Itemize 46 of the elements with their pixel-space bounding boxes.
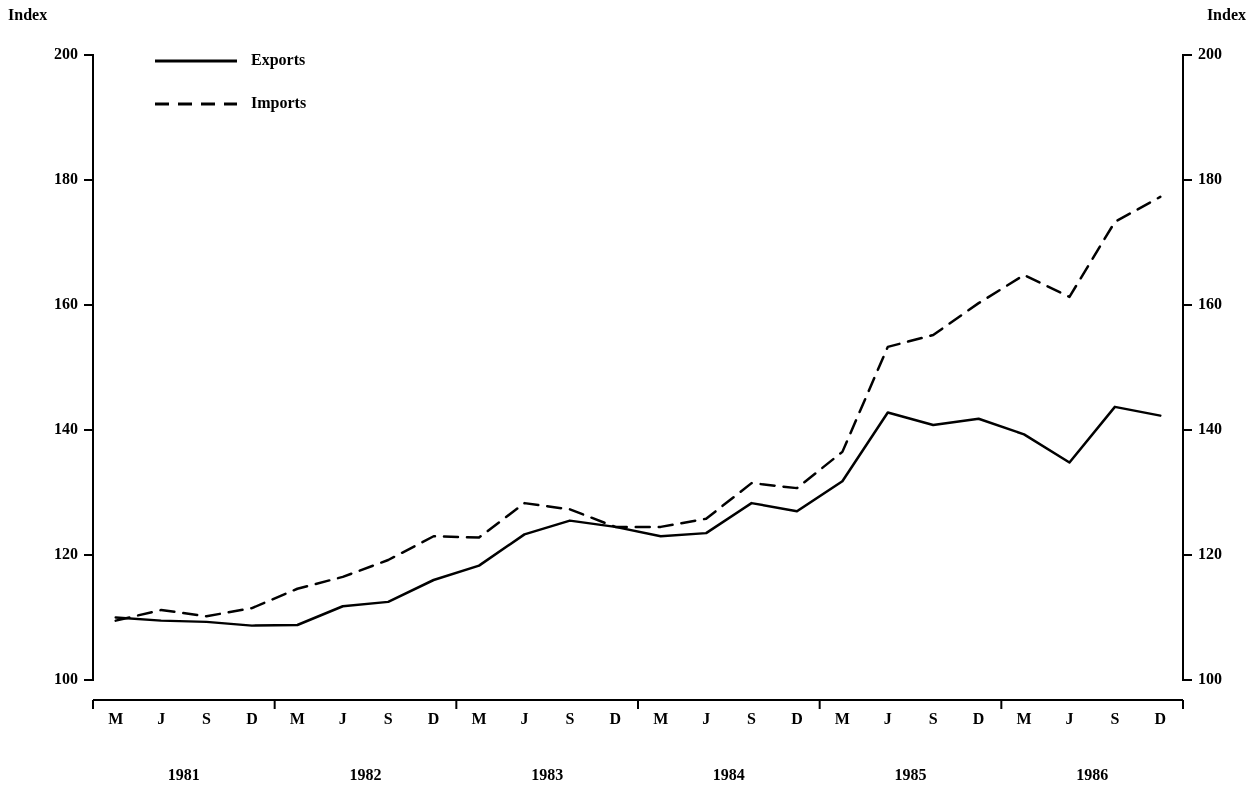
- y2-tick-label: 160: [1198, 295, 1222, 313]
- x-tick-label: D: [791, 709, 803, 727]
- x-tick-label: S: [202, 709, 212, 727]
- x-tick-label: J: [883, 709, 892, 727]
- y-tick-label: 200: [54, 45, 78, 63]
- x-tick-label: D: [972, 709, 985, 727]
- y2-tick-label: 100: [1198, 670, 1222, 688]
- y2-tick-label: 140: [1198, 420, 1222, 438]
- y-tick-label: 120: [54, 545, 78, 563]
- x-tick-label: S: [747, 709, 757, 727]
- text: 1985: [894, 766, 927, 784]
- y-tick-label: 140: [54, 420, 78, 438]
- y-tick-label: 160: [54, 295, 78, 313]
- x-tick-label: S: [383, 709, 393, 727]
- text: 1982: [349, 766, 382, 784]
- text: 1986: [1076, 766, 1109, 784]
- x-tick-label: J: [702, 709, 711, 727]
- x-tick-label: M: [653, 709, 669, 727]
- x-tick-label: J: [157, 709, 166, 727]
- x-tick-label: D: [609, 709, 622, 727]
- x-tick-label: D: [246, 709, 258, 727]
- x-tick-label: S: [928, 709, 938, 727]
- text: 1983: [531, 766, 564, 784]
- y-axis-title: Index: [8, 6, 48, 23]
- x-tick-label: S: [1110, 709, 1120, 727]
- x-tick-label: J: [520, 709, 529, 727]
- y2-tick-label: 200: [1198, 45, 1222, 63]
- x-tick-label: D: [427, 709, 440, 727]
- x-tick-label: D: [1154, 709, 1167, 727]
- legend-label: Exports: [251, 51, 306, 70]
- text: 1981: [167, 766, 200, 784]
- x-tick-label: S: [565, 709, 575, 727]
- legend-label: Imports: [251, 94, 307, 113]
- x-tick-label: M: [834, 709, 850, 727]
- y2-tick-label: 120: [1198, 545, 1222, 563]
- x-tick-label: M: [1016, 709, 1032, 727]
- x-tick-label: J: [338, 709, 347, 727]
- x-tick-label: M: [108, 709, 124, 727]
- y2-axis-title: Index: [1206, 6, 1246, 23]
- y-tick-label: 180: [54, 170, 78, 188]
- y2-tick-label: 180: [1198, 170, 1222, 188]
- text: 1984: [712, 766, 745, 784]
- x-tick-label: M: [471, 709, 487, 727]
- y-tick-label: 100: [54, 670, 78, 688]
- x-tick-label: M: [289, 709, 305, 727]
- x-tick-label: J: [1065, 709, 1074, 727]
